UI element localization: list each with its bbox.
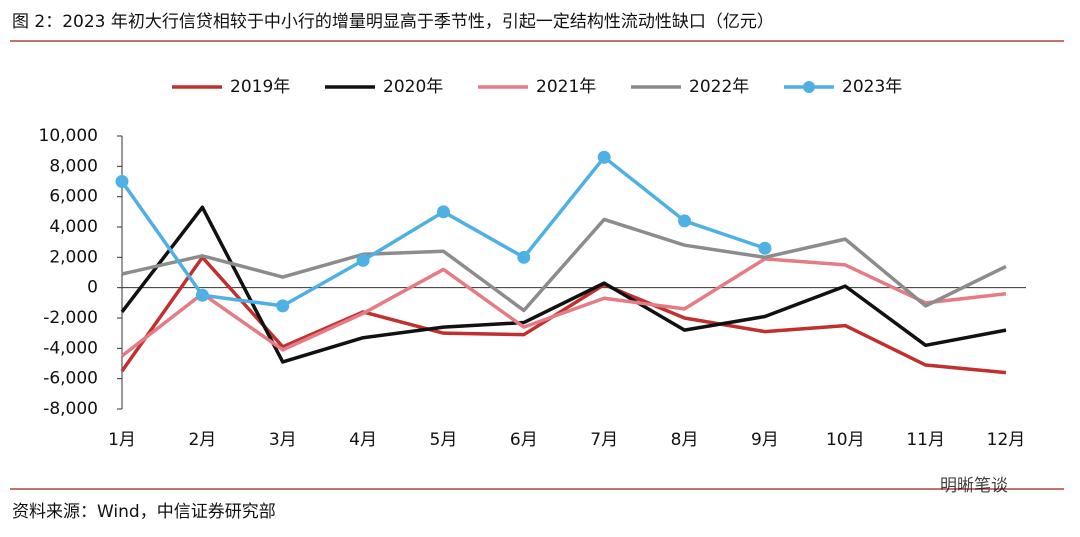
chart-title: 图 2：2023 年初大行信贷相较于中小行的增量明显高于季节性，引起一定结构性流… [12,12,774,32]
point [276,299,290,313]
x-tick-label: 4月 [349,430,377,450]
point [115,175,129,188]
x-tick-label: 10月 [826,430,865,450]
legend-label: 2019年 [230,77,290,97]
point [517,250,531,264]
x-tick-label: 3月 [269,430,297,450]
x-tick-label: 7月 [590,430,618,450]
source: 资料来源：Wind，中信证券研究部 [12,502,276,522]
x-tick-label: 8月 [671,430,699,450]
legend-label: 2021年 [536,77,596,97]
y-tick-label: 2,000 [49,247,98,267]
x-tick-label: 12月 [987,430,1026,450]
x-tick-label: 1月 [108,430,136,450]
watermark: 明晰笔谈 [940,476,1008,496]
y-tick-label: -6,000 [43,369,98,389]
y-tick-label: 10,000 [39,126,98,146]
series-line [121,217,1007,313]
x-tick-label: 11月 [906,430,945,450]
point [678,214,692,228]
series-line [120,257,1007,358]
y-tick-label: -8,000 [43,399,98,419]
point [356,253,370,267]
x-tick-label: 9月 [751,430,779,450]
legend-label: 2022年 [689,77,749,97]
series-line [120,155,766,308]
point [436,205,450,219]
point [195,288,209,302]
series-line [120,255,1007,375]
x-tick-label: 5月 [430,430,458,450]
legend-label: 2020年 [383,77,443,97]
y-tick-label: -4,000 [43,338,98,358]
x-tick-label: 6月 [510,430,538,450]
x-tick-label: 2月 [188,430,216,450]
y-tick-label: 0 [87,278,98,298]
series-line [120,205,1007,364]
point [758,241,772,255]
legend-label: 2023年 [842,77,902,97]
y-tick-label: 8,000 [49,156,98,176]
y-tick-label: -2,000 [43,308,98,328]
legend-marker [803,81,815,93]
y-tick-label: 6,000 [49,187,98,207]
point [597,150,611,164]
y-tick-label: 4,000 [49,217,98,237]
